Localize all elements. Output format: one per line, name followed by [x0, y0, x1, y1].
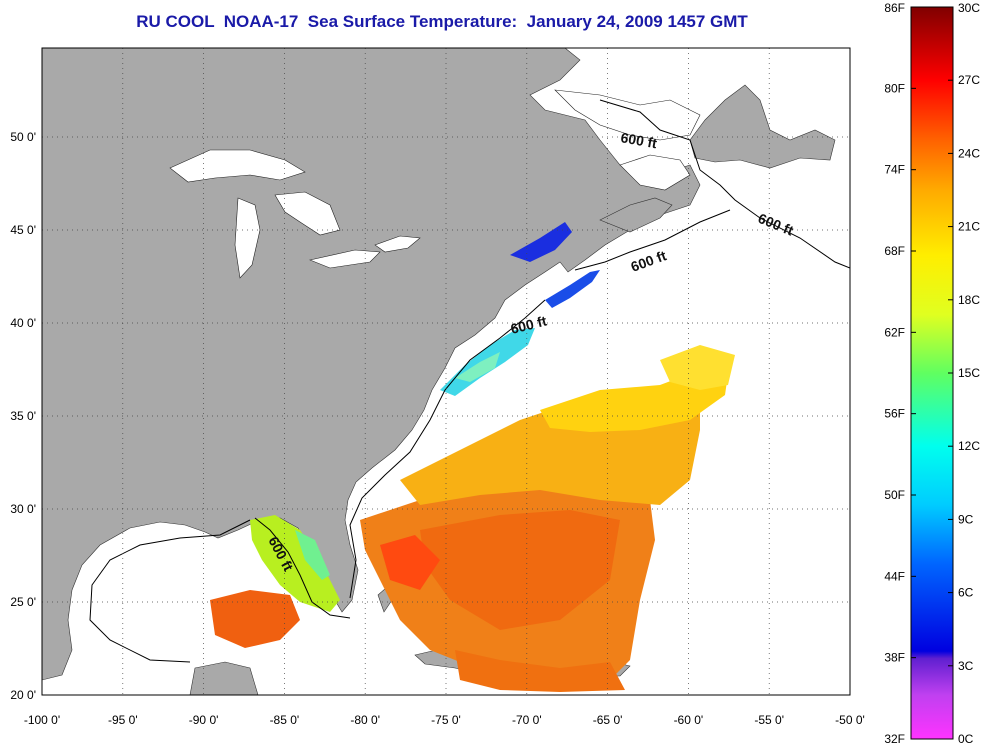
celsius-label: 30C [958, 1, 980, 15]
map-frame [41, 47, 851, 696]
celsius-label: 3C [958, 659, 974, 673]
celsius-label: 12C [958, 439, 980, 453]
color-bar-ticks [911, 6, 953, 740]
celsius-label: 9C [958, 512, 974, 526]
celsius-label: 15C [958, 366, 980, 380]
map-title: RU COOL NOAA-17 Sea Surface Temperature:… [136, 12, 748, 31]
latitude-labels: 50 0' 45 0' 40 0' 35 0' 30 0' 25 0' 20 0' [10, 130, 36, 702]
latitude-label: 50 0' [10, 130, 36, 144]
fahrenheit-label: 62F [884, 325, 905, 339]
longitude-label: -85 0' [270, 713, 300, 727]
longitude-label: -60 0' [674, 713, 704, 727]
celsius-label: 18C [958, 293, 980, 307]
latitude-label: 35 0' [10, 409, 36, 423]
latitude-label: 30 0' [10, 502, 36, 516]
longitude-label: -100 0' [24, 713, 60, 727]
contour-label: 600 ft [619, 129, 658, 151]
fahrenheit-label: 32F [884, 732, 905, 746]
celsius-label: 27C [958, 73, 980, 87]
fahrenheit-label: 50F [884, 488, 905, 502]
longitude-label: -70 0' [512, 713, 542, 727]
fahrenheit-label: 56F [884, 407, 905, 421]
fahrenheit-label: 68F [884, 244, 905, 258]
celsius-label: 24C [958, 146, 980, 160]
fahrenheit-label: 74F [884, 163, 905, 177]
latitude-label: 40 0' [10, 316, 36, 330]
longitude-label: -75 0' [431, 713, 461, 727]
celsius-label: 21C [958, 220, 980, 234]
longitude-label: -80 0' [350, 713, 380, 727]
fahrenheit-labels: 86F 80F 74F 68F 62F 56F 50F 44F 38F 32F [884, 1, 905, 746]
longitude-labels: -100 0' -95 0' -90 0' -85 0' -80 0' -75 0' -70… [24, 713, 865, 727]
fahrenheit-label: 86F [884, 1, 905, 15]
latitude-label: 25 0' [10, 595, 36, 609]
color-bar [910, 6, 954, 740]
longitude-label: -90 0' [189, 713, 219, 727]
latitude-label: 45 0' [10, 223, 36, 237]
longitude-label: -50 0' [835, 713, 865, 727]
fahrenheit-label: 44F [884, 569, 905, 583]
longitude-label: -65 0' [593, 713, 623, 727]
celsius-labels: 30C 27C 24C 21C 18C 15C 12C 9C 6C 3C 0C [958, 1, 980, 746]
isobath-lines [89, 99, 850, 663]
celsius-label: 6C [958, 586, 974, 600]
longitude-label: -55 0' [754, 713, 784, 727]
sst-data [210, 222, 735, 692]
fahrenheit-label: 38F [884, 651, 905, 665]
celsius-label: 0C [958, 732, 974, 746]
fahrenheit-label: 80F [884, 81, 905, 95]
longitude-label: -95 0' [108, 713, 138, 727]
latitude-label: 20 0' [10, 688, 36, 702]
